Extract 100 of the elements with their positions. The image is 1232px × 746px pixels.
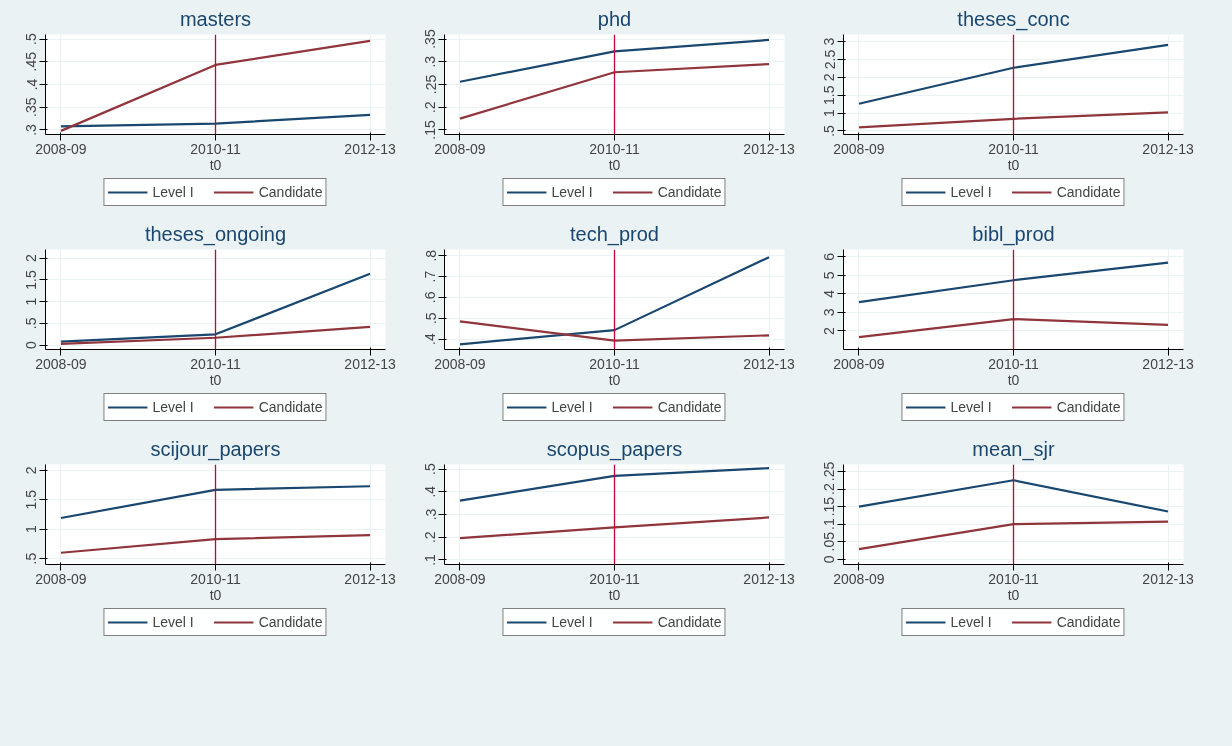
y-tick-label: .6 — [422, 291, 439, 304]
chart-title: theses_conc — [957, 7, 1070, 31]
legend-label: Level I — [950, 399, 992, 415]
x-tick-label: 2010-11 — [589, 140, 640, 157]
x-tick-label: 2012-13 — [743, 355, 795, 372]
y-tick-label: .15 — [422, 120, 439, 140]
x-tick-label: 2008-09 — [833, 355, 885, 372]
x-tick-label: 2010-11 — [988, 355, 1039, 372]
x-tick-label: 2012-13 — [1142, 355, 1194, 372]
legend-label: Candidate — [657, 399, 722, 415]
y-tick-label: .05 — [821, 531, 838, 552]
chart-title: scopus_papers — [546, 437, 683, 461]
y-tick-label: 2 — [821, 326, 838, 335]
y-tick-label: .8 — [422, 249, 439, 262]
y-tick-label: .1 — [821, 518, 838, 530]
chart-title: bibl_prod — [972, 222, 1055, 246]
y-tick-label: 6 — [821, 252, 838, 261]
y-tick-label: .5 — [23, 317, 40, 330]
x-tick-label: 2008-09 — [434, 570, 486, 587]
chart-title: phd — [597, 7, 632, 30]
y-tick-label: .5 — [422, 462, 439, 475]
x-axis-title: t0 — [209, 156, 222, 173]
chart-title: mean_sjr — [972, 437, 1055, 461]
y-tick-label: .1 — [422, 553, 439, 566]
y-tick-label: 2.5 — [821, 49, 838, 70]
x-tick-label: 2010-11 — [988, 140, 1039, 157]
x-tick-label: 2008-09 — [35, 570, 87, 587]
legend-label: Level I — [950, 614, 992, 630]
x-axis-title: t0 — [1007, 586, 1020, 603]
x-tick-label: 2008-09 — [434, 355, 486, 372]
x-tick-label: 2012-13 — [1142, 570, 1194, 587]
x-tick-label: 2010-11 — [988, 570, 1039, 587]
y-tick-label: .5 — [23, 552, 40, 565]
x-tick-label: 2012-13 — [743, 570, 795, 587]
y-tick-label: .2 — [422, 531, 439, 544]
y-tick-label: 2 — [821, 73, 838, 82]
chart-title: scijour_papers — [150, 437, 281, 461]
y-tick-label: .2 — [821, 483, 838, 495]
y-tick-label: .15 — [821, 496, 838, 517]
legend-label: Level I — [551, 399, 593, 415]
x-tick-label: 2008-09 — [833, 140, 885, 157]
y-tick-label: 3 — [821, 37, 838, 46]
y-tick-label: .2 — [422, 101, 439, 114]
y-tick-label: .3 — [422, 508, 439, 521]
y-tick-label: 1 — [23, 525, 40, 534]
x-tick-label: 2010-11 — [589, 355, 640, 372]
legend-label: Level I — [152, 184, 194, 200]
y-tick-label: 1.5 — [821, 85, 838, 105]
y-tick-label: 4 — [821, 289, 838, 298]
x-tick-label: 2008-09 — [833, 570, 885, 587]
y-tick-label: .4 — [422, 333, 439, 345]
y-tick-label: .4 — [23, 78, 40, 91]
y-tick-label: 3 — [821, 308, 838, 317]
legend-label: Candidate — [258, 184, 323, 200]
x-tick-label: 2012-13 — [743, 140, 795, 157]
y-tick-label: .4 — [422, 485, 439, 498]
x-tick-label: 2012-13 — [344, 355, 396, 372]
y-tick-label: .3 — [422, 55, 439, 68]
y-tick-label: .35 — [422, 29, 439, 49]
x-tick-label: 2010-11 — [589, 570, 640, 587]
legend-label: Candidate — [657, 614, 722, 630]
y-tick-label: 2 — [23, 466, 40, 475]
legend-label: Candidate — [657, 184, 722, 200]
x-axis-title: t0 — [608, 586, 621, 603]
x-tick-label: 2008-09 — [35, 140, 87, 157]
x-tick-label: 2010-11 — [190, 140, 241, 157]
legend-label: Level I — [551, 184, 593, 200]
y-tick-label: 1 — [821, 108, 838, 117]
legend-label: Candidate — [1056, 399, 1121, 415]
y-tick-label: 1.5 — [23, 269, 40, 290]
x-axis-title: t0 — [209, 586, 222, 603]
x-axis-title: t0 — [608, 156, 621, 173]
y-tick-label: .5 — [23, 32, 40, 45]
y-tick-label: 0 — [821, 555, 838, 564]
legend-label: Candidate — [1056, 614, 1121, 630]
legend-label: Candidate — [258, 614, 323, 630]
y-tick-label: 0 — [23, 341, 40, 350]
chart-title: tech_prod — [570, 222, 659, 246]
y-tick-label: 5 — [821, 271, 838, 280]
legend-label: Level I — [152, 614, 194, 630]
y-tick-label: .3 — [23, 123, 40, 136]
y-tick-label: .35 — [23, 97, 40, 117]
y-tick-label: .45 — [23, 51, 40, 72]
y-tick-label: 2 — [23, 254, 40, 263]
x-tick-label: 2010-11 — [190, 570, 241, 587]
x-axis-title: t0 — [1007, 371, 1020, 388]
x-tick-label: 2012-13 — [344, 140, 396, 157]
legend-label: Level I — [551, 614, 593, 630]
legend-label: Level I — [152, 399, 194, 415]
chart-title: theses_ongoing — [144, 222, 287, 246]
x-tick-label: 2010-11 — [190, 355, 241, 372]
y-tick-label: 1 — [23, 297, 40, 306]
x-axis-title: t0 — [209, 371, 222, 388]
y-tick-label: 1.5 — [23, 489, 40, 510]
legend-label: Level I — [950, 184, 992, 200]
x-axis-title: t0 — [1007, 156, 1020, 173]
x-tick-label: 2012-13 — [344, 570, 396, 587]
y-tick-label: .7 — [422, 270, 439, 283]
legend-label: Candidate — [1056, 184, 1121, 200]
x-axis-title: t0 — [608, 371, 621, 388]
